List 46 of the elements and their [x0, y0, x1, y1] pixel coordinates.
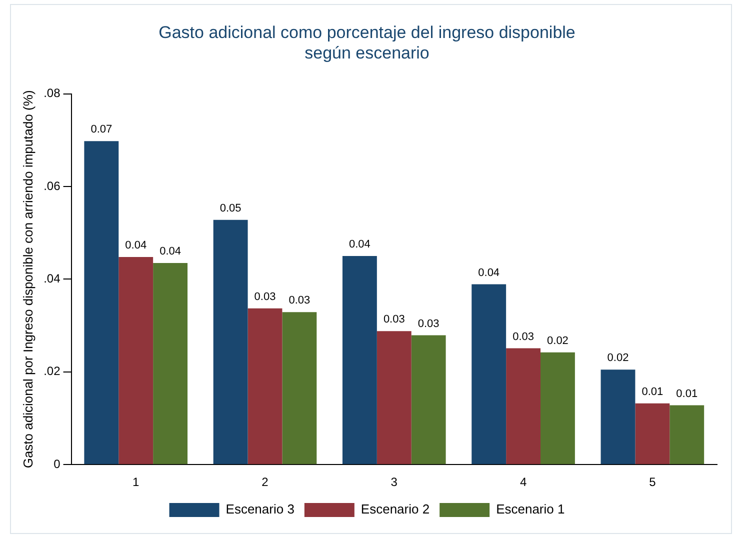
bar	[118, 256, 154, 464]
data-label: 0.07	[90, 124, 112, 136]
bar	[213, 220, 248, 464]
bar	[472, 284, 506, 464]
y-tick-label: .08	[44, 86, 61, 100]
text: Gasto adicional como porcentaje del ingreso disponible	[158, 22, 576, 42]
bar	[248, 308, 282, 464]
bar	[376, 331, 412, 464]
bar	[506, 348, 541, 464]
legend-label: Escenario 3	[226, 502, 294, 517]
x-tick-label: 5	[649, 475, 656, 490]
data-label: 0.04	[125, 239, 147, 252]
data-label: 0.03	[383, 314, 405, 326]
y-axis-title: Gasto adicional por Ingreso disponible con arriendo imputado (%)	[20, 90, 36, 468]
x-tick-label: 4	[520, 475, 527, 490]
data-label: 0.03	[418, 318, 440, 330]
y-tick-label: .04	[44, 272, 61, 286]
text: según escenario	[304, 43, 430, 62]
x-tick-label: 2	[262, 475, 269, 490]
data-label: 0.04	[478, 266, 500, 279]
bar	[84, 141, 119, 464]
data-label: 0.03	[512, 330, 534, 343]
data-label: 0.03	[254, 290, 276, 303]
data-label: 0.03	[288, 294, 310, 307]
data-label: 0.04	[160, 246, 182, 258]
bar	[342, 256, 377, 464]
bar	[411, 335, 446, 464]
bar	[635, 403, 670, 464]
legend-label: Escenario 2	[360, 502, 430, 517]
x-tick-label: 1	[132, 475, 140, 490]
bar	[282, 312, 317, 464]
bar	[670, 405, 704, 464]
bar	[600, 370, 636, 464]
y-tick-label: .06	[44, 178, 61, 193]
data-label: 0.01	[676, 388, 698, 400]
bar	[540, 352, 575, 464]
data-label: 0.02	[607, 352, 629, 364]
x-tick-label: 3	[390, 475, 398, 490]
y-tick-label: .02	[44, 364, 61, 378]
data-label: 0.01	[642, 386, 664, 398]
data-label: 0.04	[348, 238, 370, 251]
y-tick-label: 0	[54, 456, 61, 471]
data-label: 0.02	[547, 334, 568, 347]
data-label: 0.05	[220, 202, 242, 214]
legend-label: Escenario 1	[496, 502, 565, 517]
bar	[153, 262, 188, 464]
